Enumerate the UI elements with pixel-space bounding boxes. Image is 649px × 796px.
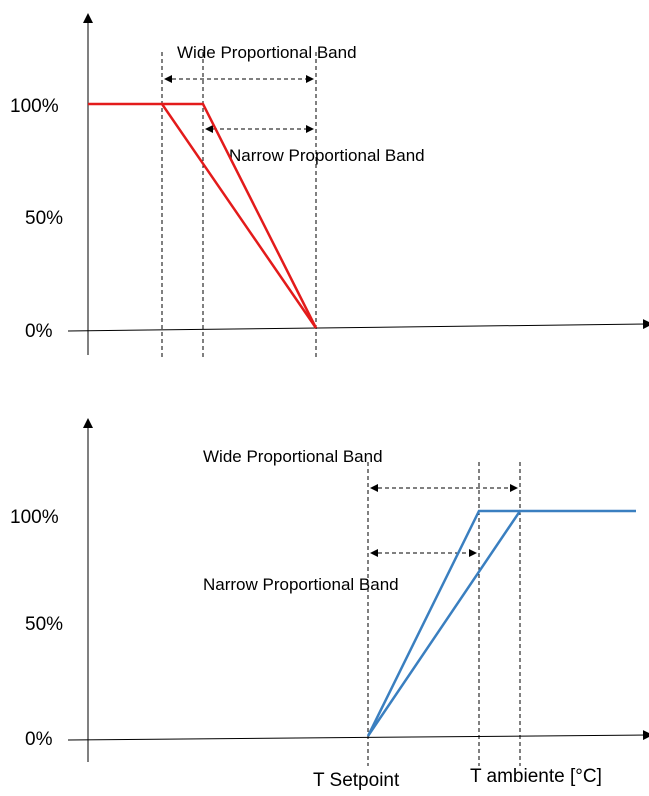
top-x-axis — [67, 319, 649, 332]
bottom-x-axis — [67, 730, 649, 741]
top-diagram: 100% 50% 0% Wide Proportional Band Narro… — [10, 13, 649, 357]
bottom-setpoint-label: T Setpoint — [313, 770, 400, 791]
bottom-y-tick-50: 50% — [25, 614, 63, 635]
top-wide-band-curve — [88, 102, 318, 329]
bottom-y-tick-0: 0% — [25, 729, 53, 750]
top-y-tick-50: 50% — [25, 208, 63, 229]
top-narrow-band-curve — [162, 102, 318, 329]
bottom-narrow-band-curve — [366, 509, 520, 737]
bottom-narrow-band-label: Narrow Proportional Band — [203, 575, 399, 594]
bottom-y-tick-100: 100% — [10, 507, 59, 528]
top-y-tick-100: 100% — [10, 96, 59, 117]
bottom-ambient-label: T ambiente [°C] — [470, 766, 602, 787]
top-y-tick-0: 0% — [25, 321, 53, 342]
top-narrow-band-label: Narrow Proportional Band — [229, 146, 425, 165]
bottom-diagram: 100% 50% 0% Wide Proportional Band Narro… — [10, 418, 649, 791]
bottom-wide-band-label: Wide Proportional Band — [203, 447, 383, 466]
top-wide-band-label: Wide Proportional Band — [177, 43, 357, 62]
bottom-wide-band-curve — [366, 509, 636, 737]
